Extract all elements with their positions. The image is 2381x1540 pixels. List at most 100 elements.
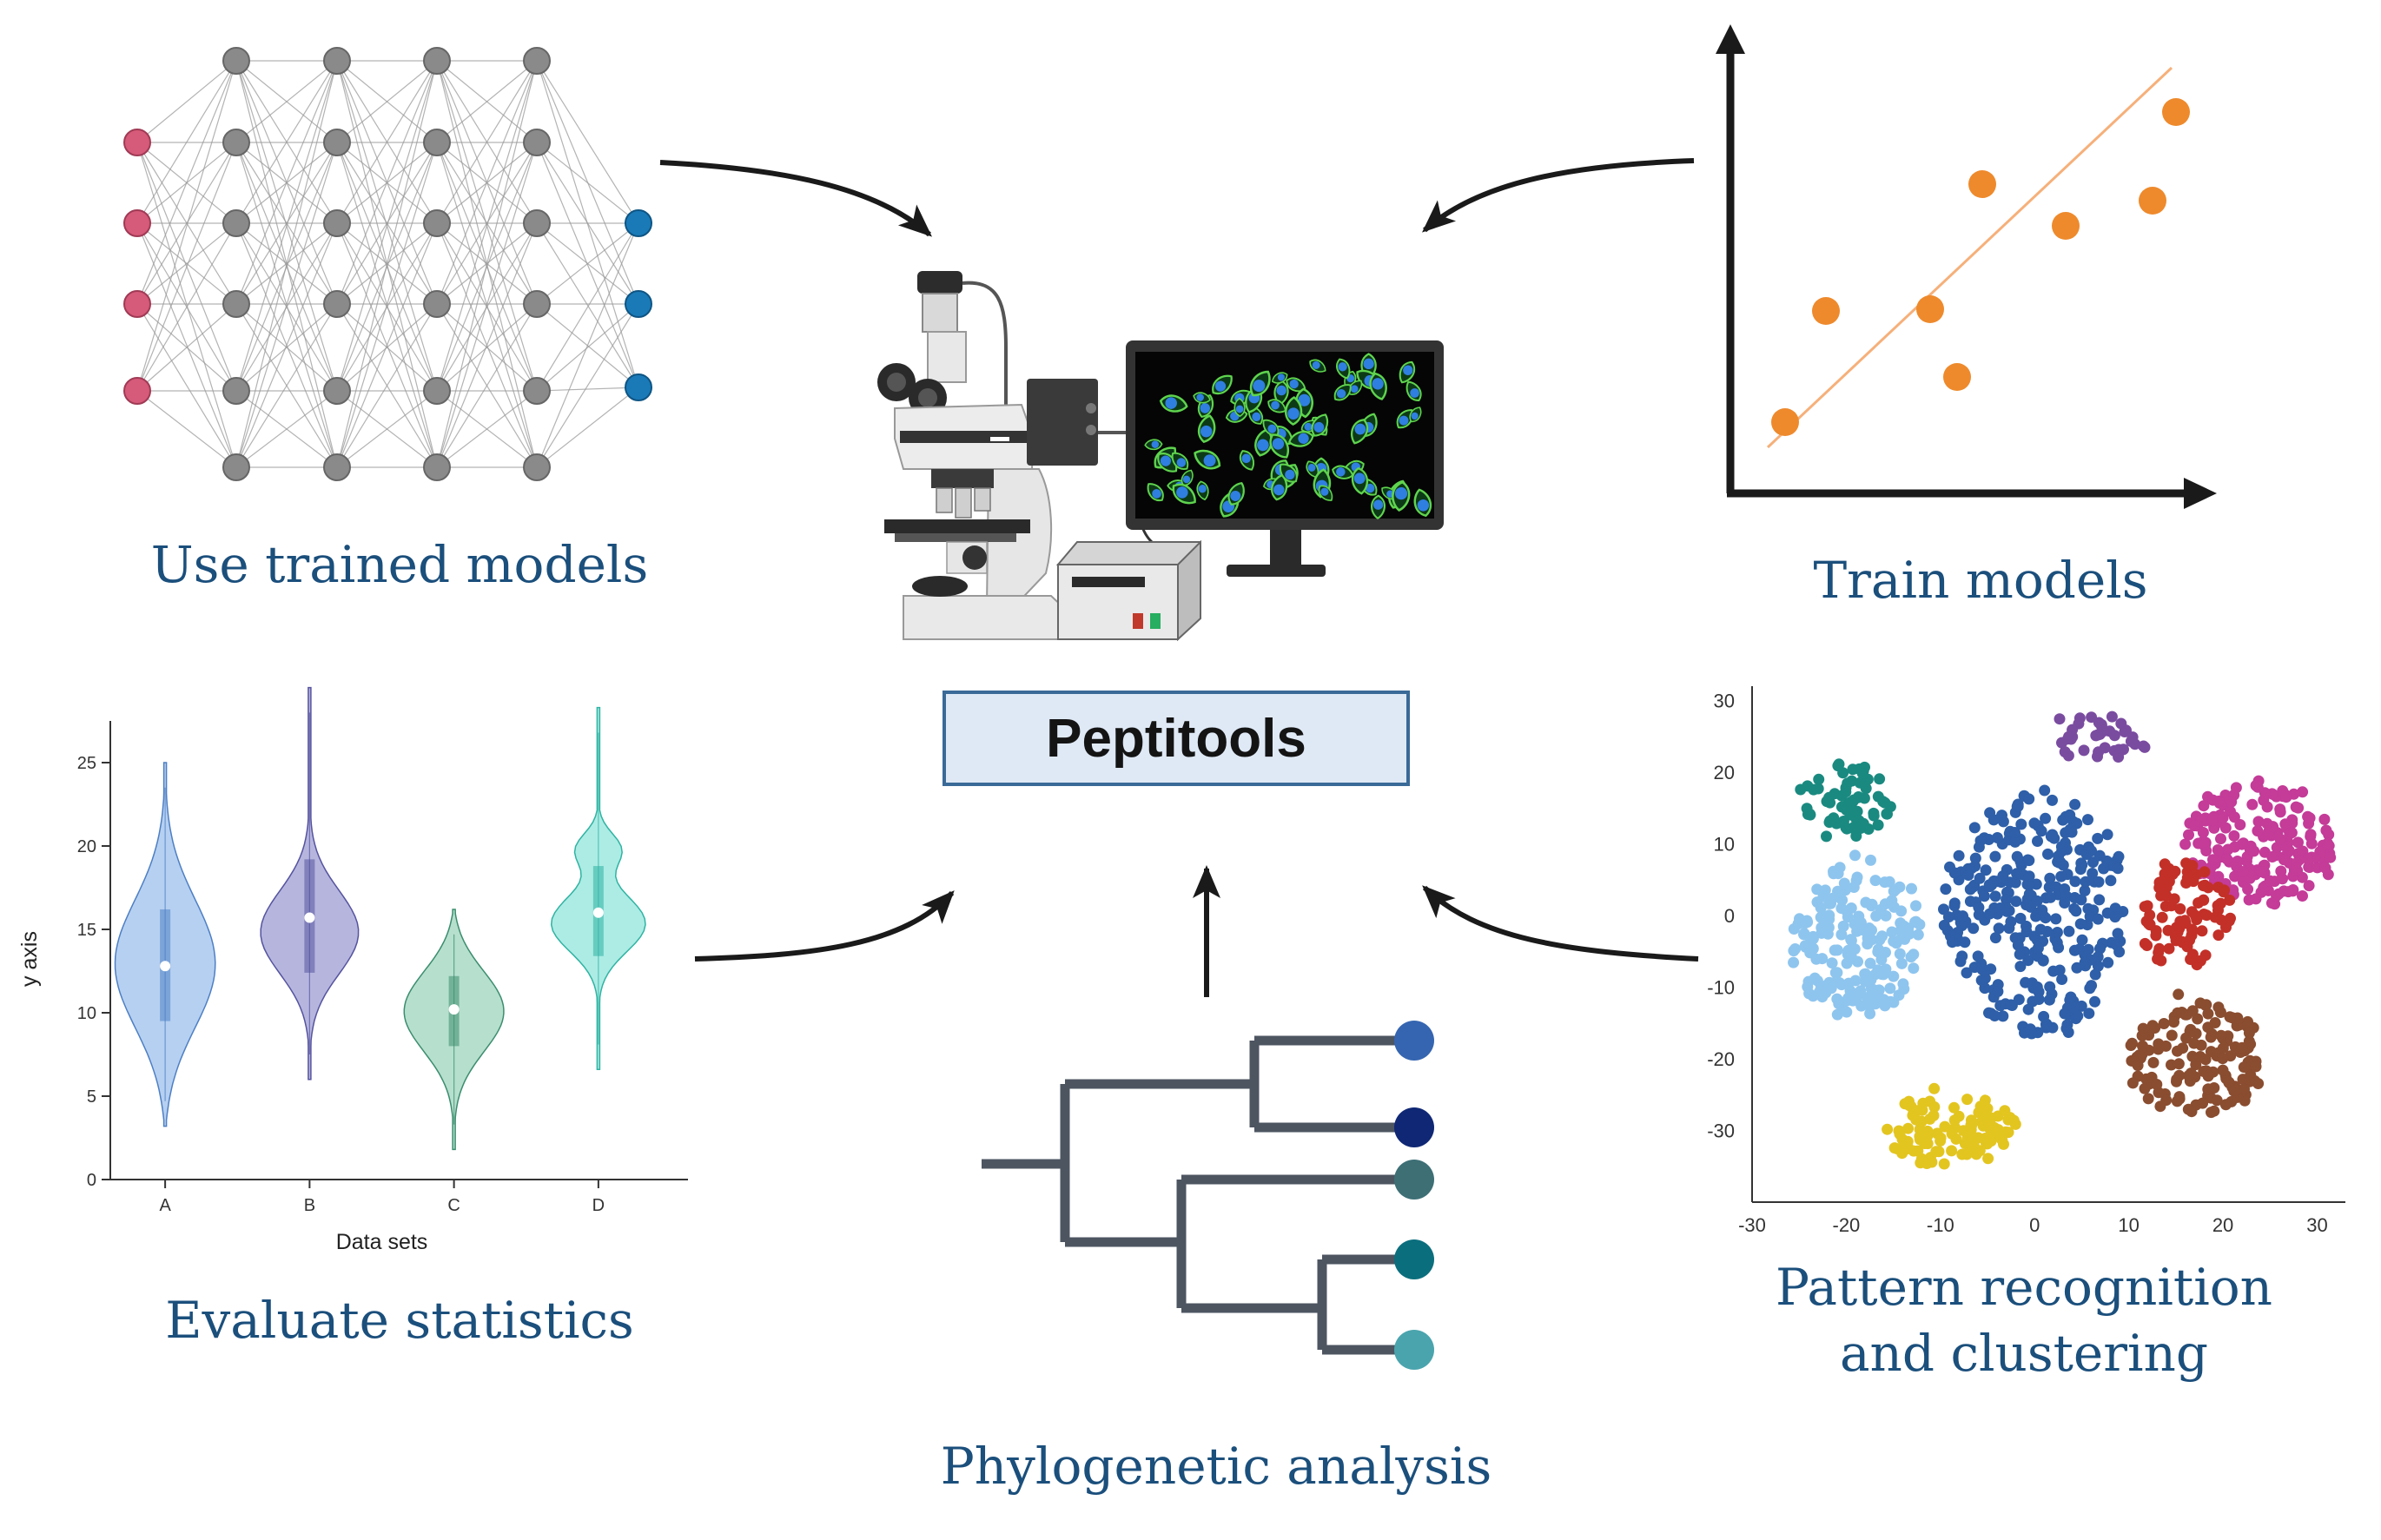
tsne-point xyxy=(2246,798,2259,810)
cell xyxy=(1271,473,1288,501)
tsne-x-tick-label: 10 xyxy=(2118,1214,2139,1236)
tsne-point xyxy=(1888,970,1900,982)
tsne-point xyxy=(2177,1042,2189,1054)
objective-turret xyxy=(931,469,994,488)
tsne-point xyxy=(1989,850,2001,863)
tsne-point xyxy=(1902,1122,1915,1134)
eyepiece-right-lens xyxy=(918,388,937,407)
tree-branches xyxy=(982,1035,1414,1355)
tsne-point xyxy=(2305,837,2318,849)
tsne-point xyxy=(2033,986,2045,998)
connection xyxy=(136,142,237,392)
connection xyxy=(136,222,237,468)
monitor-cells-icon xyxy=(1126,340,1444,577)
tsne-point xyxy=(2118,744,2129,756)
hidden-node xyxy=(323,453,351,481)
control-unit xyxy=(1027,379,1098,466)
connection xyxy=(436,303,538,468)
tsne-point xyxy=(2182,1103,2194,1115)
stage-plate xyxy=(884,519,1030,533)
tsne-point xyxy=(2266,851,2278,863)
objective-2 xyxy=(955,487,972,519)
tsne-point xyxy=(2211,1094,2223,1107)
tsne-point xyxy=(1869,875,1882,887)
tsne-point xyxy=(2147,1056,2159,1068)
tsne-point xyxy=(1886,895,1898,907)
tsne-point xyxy=(2186,906,2198,918)
tsne-point xyxy=(2319,862,2331,874)
tsne-point xyxy=(2183,1070,2195,1081)
tsne-point xyxy=(2009,876,2021,889)
tsne-point xyxy=(1872,819,1884,831)
violin-x-tick-label: B xyxy=(304,1196,315,1215)
cell-nucleus xyxy=(1307,464,1316,472)
tsne-point xyxy=(2101,829,2113,841)
caption-pattern-line1: Pattern recognition xyxy=(1775,1258,2273,1317)
scatter-point xyxy=(1812,297,1840,325)
tsne-point xyxy=(2232,856,2244,867)
tsne-point xyxy=(1855,985,1867,997)
tsne-point xyxy=(2064,809,2076,821)
tsne-point xyxy=(1807,990,1819,1002)
tsne-point xyxy=(2264,875,2276,887)
hidden-node xyxy=(323,209,351,237)
connection xyxy=(336,303,438,468)
violin-plot-icon: 0 5 10 15 20 25 A B C D Data sets y axis xyxy=(17,686,688,1254)
tsne-point xyxy=(1993,922,2005,935)
tsne-point xyxy=(2070,905,2082,917)
tsne-point xyxy=(2032,950,2044,962)
caption-evaluate: Evaluate statistics xyxy=(165,1291,634,1350)
tsne-point xyxy=(2242,1019,2254,1030)
cell xyxy=(1311,413,1329,437)
hidden-node xyxy=(222,129,250,156)
cell-nucleus xyxy=(1241,453,1251,464)
tsne-point xyxy=(2325,851,2337,863)
tsne-point xyxy=(1857,817,1869,829)
tsne-point xyxy=(2040,812,2052,824)
tree-leaf-2 xyxy=(1394,1107,1434,1147)
cell-nucleus xyxy=(1338,362,1347,372)
cell-nucleus xyxy=(1417,499,1430,512)
tsne-point xyxy=(1968,922,1980,935)
tsne-point xyxy=(2166,1029,2178,1041)
tsne-point xyxy=(2151,1079,2163,1090)
tsne-point xyxy=(1912,929,1924,941)
connection xyxy=(136,60,237,224)
hidden-node xyxy=(423,377,451,405)
caption-phylo: Phylogenetic analysis xyxy=(940,1437,1492,1496)
tsne-point xyxy=(2039,784,2051,796)
tsne-point xyxy=(1942,911,1954,923)
tsne-point xyxy=(2230,782,2242,794)
input-node xyxy=(123,129,151,156)
tsne-point xyxy=(2056,974,2068,985)
objective-1 xyxy=(936,487,953,513)
tsne-point xyxy=(2198,880,2209,892)
tsne-point xyxy=(2021,920,2032,932)
tsne-point xyxy=(2050,881,2062,893)
tsne-point xyxy=(2011,868,2023,880)
cell-nucleus xyxy=(1252,412,1261,422)
cell xyxy=(1369,372,1387,400)
tsne-point xyxy=(2170,935,2182,947)
tsne-point xyxy=(2223,1076,2235,1088)
cell-nucleus xyxy=(1214,380,1227,392)
tsne-point xyxy=(2181,1008,2193,1021)
tsne-point xyxy=(1964,883,1976,896)
connection xyxy=(536,303,639,392)
tsne-point xyxy=(2173,1091,2186,1103)
connection xyxy=(436,60,538,143)
box-button-red xyxy=(1133,613,1143,629)
connection xyxy=(536,222,639,392)
cell-nucleus xyxy=(1350,385,1359,393)
hidden-node xyxy=(222,47,250,75)
scatter-point xyxy=(1916,295,1944,323)
tsne-point xyxy=(2303,861,2315,873)
connection xyxy=(136,142,237,468)
tsne-point xyxy=(1924,1113,1936,1125)
tsne-point xyxy=(1882,1123,1894,1135)
tsne-point xyxy=(2082,943,2094,955)
hidden-node xyxy=(423,453,451,481)
output-node xyxy=(625,373,652,401)
tsne-point xyxy=(2073,717,2085,730)
tsne-point xyxy=(2312,862,2324,874)
